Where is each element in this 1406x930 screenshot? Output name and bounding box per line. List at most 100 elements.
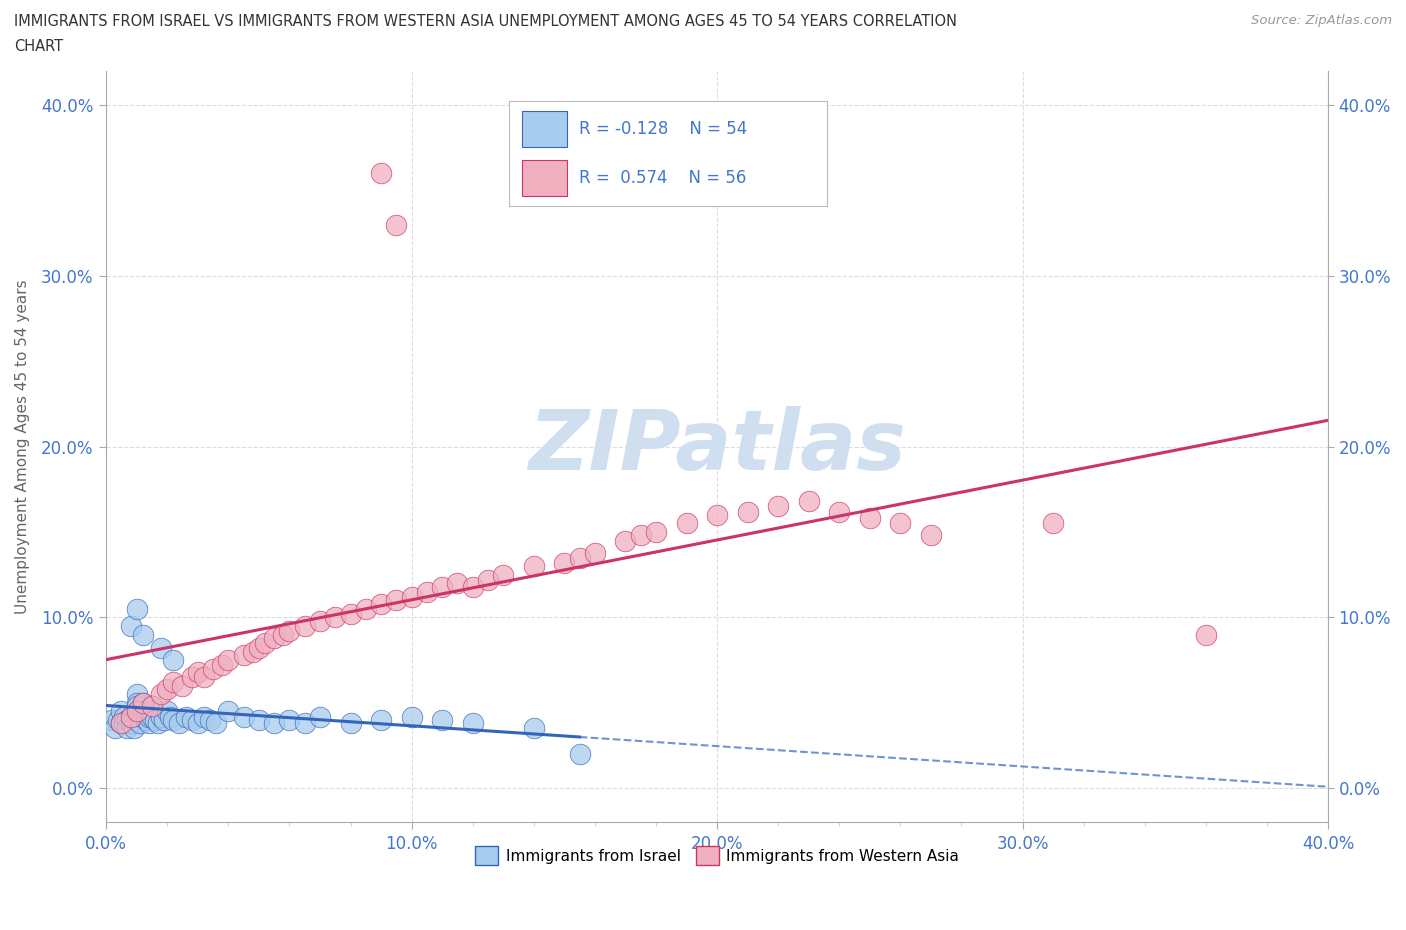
Point	[162, 675, 184, 690]
Point	[217, 704, 239, 719]
Point	[797, 494, 820, 509]
Point	[128, 716, 150, 731]
Point	[132, 696, 155, 711]
Point	[446, 576, 468, 591]
Point	[110, 704, 132, 719]
Point	[278, 712, 301, 727]
Point	[193, 670, 215, 684]
Legend: Immigrants from Israel, Immigrants from Western Asia: Immigrants from Israel, Immigrants from …	[468, 841, 966, 871]
Point	[150, 687, 173, 702]
Point	[122, 721, 145, 736]
Point	[120, 618, 142, 633]
Point	[138, 716, 160, 731]
Point	[370, 166, 392, 180]
Text: ZIPatlas: ZIPatlas	[529, 406, 905, 487]
Point	[150, 709, 173, 724]
Point	[141, 709, 163, 724]
Point	[568, 747, 591, 762]
Point	[737, 504, 759, 519]
Point	[162, 653, 184, 668]
Point	[143, 712, 166, 727]
Point	[706, 508, 728, 523]
Point	[294, 716, 316, 731]
Point	[125, 602, 148, 617]
Point	[120, 716, 142, 731]
Point	[128, 709, 150, 724]
Point	[309, 709, 332, 724]
Point	[430, 579, 453, 594]
Point	[202, 661, 225, 676]
Point	[114, 716, 136, 731]
Point	[135, 704, 157, 719]
Point	[125, 698, 148, 713]
Point	[198, 712, 221, 727]
Point	[101, 712, 124, 727]
Point	[150, 641, 173, 656]
Text: CHART: CHART	[14, 39, 63, 54]
Point	[401, 590, 423, 604]
Point	[614, 533, 637, 548]
Point	[117, 721, 139, 736]
Point	[138, 709, 160, 724]
Point	[104, 721, 127, 736]
Point	[117, 712, 139, 727]
Point	[568, 551, 591, 565]
Text: IMMIGRANTS FROM ISRAEL VS IMMIGRANTS FROM WESTERN ASIA UNEMPLOYMENT AMONG AGES 4: IMMIGRANTS FROM ISRAEL VS IMMIGRANTS FRO…	[14, 14, 957, 29]
Point	[583, 545, 606, 560]
Point	[156, 704, 179, 719]
Point	[630, 528, 652, 543]
Point	[122, 712, 145, 727]
Point	[278, 624, 301, 639]
Point	[141, 698, 163, 713]
Point	[180, 670, 202, 684]
Point	[385, 593, 408, 608]
Point	[370, 712, 392, 727]
Point	[553, 555, 575, 570]
Point	[859, 511, 882, 525]
Point	[187, 716, 209, 731]
Point	[153, 712, 176, 727]
Point	[125, 687, 148, 702]
Point	[766, 499, 789, 514]
Point	[354, 602, 377, 617]
Point	[339, 606, 361, 621]
Point	[323, 610, 346, 625]
Point	[114, 709, 136, 724]
Point	[645, 525, 668, 539]
Point	[217, 653, 239, 668]
Point	[141, 698, 163, 713]
Point	[135, 712, 157, 727]
Point	[211, 658, 233, 672]
Point	[492, 567, 515, 582]
Text: Source: ZipAtlas.com: Source: ZipAtlas.com	[1251, 14, 1392, 27]
Point	[263, 716, 285, 731]
Point	[416, 584, 439, 599]
Point	[205, 716, 228, 731]
Point	[461, 579, 484, 594]
Point	[247, 641, 270, 656]
Point	[169, 716, 191, 731]
Point	[162, 712, 184, 727]
Point	[232, 647, 254, 662]
Point	[110, 716, 132, 731]
Point	[156, 682, 179, 697]
Point	[294, 618, 316, 633]
Point	[132, 696, 155, 711]
Point	[174, 709, 197, 724]
Point	[146, 716, 169, 731]
Point	[309, 614, 332, 629]
Point	[159, 709, 181, 724]
Point	[120, 709, 142, 724]
Point	[110, 716, 132, 731]
Point	[430, 712, 453, 727]
Point	[401, 709, 423, 724]
Point	[385, 217, 408, 232]
Point	[120, 709, 142, 724]
Point	[477, 573, 499, 588]
Point	[132, 627, 155, 642]
Point	[1195, 627, 1218, 642]
Y-axis label: Unemployment Among Ages 45 to 54 years: Unemployment Among Ages 45 to 54 years	[15, 279, 30, 614]
Point	[180, 712, 202, 727]
Point	[920, 528, 942, 543]
Point	[125, 696, 148, 711]
